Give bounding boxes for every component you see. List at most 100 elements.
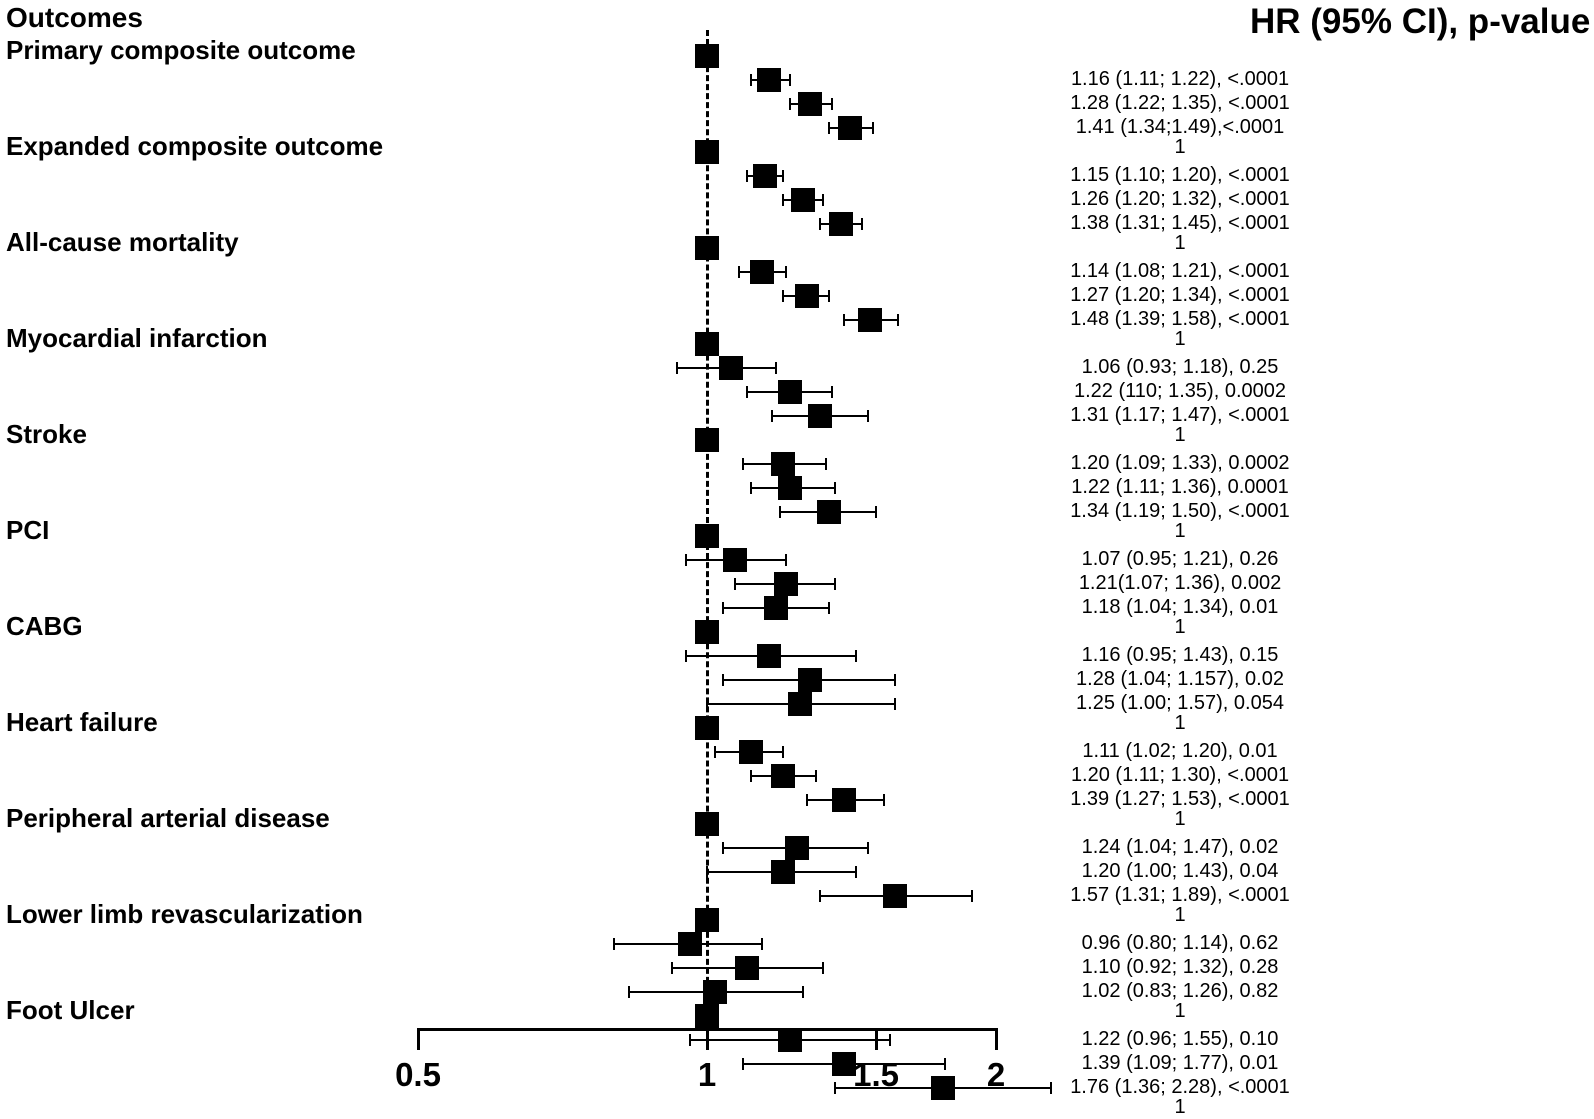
reference-text: 1 bbox=[1160, 1096, 1200, 1119]
stat-text: 1.14 (1.08; 1.21), <.0001 bbox=[1000, 260, 1360, 283]
outcome-label: Myocardial infarction bbox=[6, 323, 268, 354]
stat-text: 1.21(1.07; 1.36), 0.002 bbox=[1000, 572, 1360, 595]
ci-cap bbox=[706, 698, 708, 710]
ci-cap bbox=[785, 554, 787, 566]
ci-cap bbox=[782, 290, 784, 302]
ci-cap bbox=[750, 770, 752, 782]
reference-text: 1 bbox=[1160, 1000, 1200, 1023]
ci-cap bbox=[897, 314, 899, 326]
reference-marker bbox=[695, 140, 719, 164]
reference-text: 1 bbox=[1160, 520, 1200, 543]
point-estimate-marker bbox=[931, 1076, 955, 1100]
ci-cap bbox=[750, 482, 752, 494]
ci-cap bbox=[815, 770, 817, 782]
point-estimate-marker bbox=[723, 548, 747, 572]
ci-cap bbox=[831, 386, 833, 398]
outcome-label: CABG bbox=[6, 611, 83, 642]
point-estimate-marker bbox=[858, 308, 882, 332]
ci-cap bbox=[867, 410, 869, 422]
stat-text: 1.27 (1.20; 1.34), <.0001 bbox=[1000, 284, 1360, 307]
reference-text: 1 bbox=[1160, 232, 1200, 255]
ci-cap bbox=[742, 458, 744, 470]
x-tick bbox=[995, 1028, 998, 1050]
ci-cap bbox=[861, 218, 863, 230]
stat-text: 1.28 (1.22; 1.35), <.0001 bbox=[1000, 92, 1360, 115]
ci-cap bbox=[894, 698, 896, 710]
ci-cap bbox=[782, 746, 784, 758]
ci-cap bbox=[822, 194, 824, 206]
point-estimate-marker bbox=[778, 380, 802, 404]
ci-cap bbox=[746, 386, 748, 398]
ci-cap bbox=[822, 962, 824, 974]
ci-cap bbox=[613, 938, 615, 950]
reference-text: 1 bbox=[1160, 424, 1200, 447]
point-estimate-marker bbox=[798, 668, 822, 692]
point-estimate-marker bbox=[788, 692, 812, 716]
ci-cap bbox=[944, 1058, 946, 1070]
ci-cap bbox=[855, 650, 857, 662]
point-estimate-marker bbox=[808, 404, 832, 428]
ci-cap bbox=[831, 98, 833, 110]
point-estimate-marker bbox=[678, 932, 702, 956]
point-estimate-marker bbox=[798, 92, 822, 116]
outcome-label: Heart failure bbox=[6, 707, 158, 738]
stat-text: 1.16 (1.11; 1.22), <.0001 bbox=[1000, 68, 1360, 91]
point-estimate-marker bbox=[829, 212, 853, 236]
point-estimate-marker bbox=[795, 284, 819, 308]
point-estimate-marker bbox=[883, 884, 907, 908]
ci-cap bbox=[782, 170, 784, 182]
ci-cap bbox=[706, 866, 708, 878]
stat-text: 0.96 (0.80; 1.14), 0.62 bbox=[1000, 932, 1360, 955]
x-tick bbox=[417, 1028, 420, 1050]
point-estimate-marker bbox=[739, 740, 763, 764]
stat-text: 1.20 (1.00; 1.43), 0.04 bbox=[1000, 860, 1360, 883]
reference-marker bbox=[695, 524, 719, 548]
point-estimate-marker bbox=[774, 572, 798, 596]
stat-text: 1.39 (1.09; 1.77), 0.01 bbox=[1000, 1052, 1360, 1075]
reference-text: 1 bbox=[1160, 328, 1200, 351]
reference-marker bbox=[695, 44, 719, 68]
point-estimate-marker bbox=[757, 68, 781, 92]
stat-text: 1.22 (1.11; 1.36), 0.0001 bbox=[1000, 476, 1360, 499]
outcome-label: Expanded composite outcome bbox=[6, 131, 383, 162]
ci-cap bbox=[828, 122, 830, 134]
x-tick-label: 1 bbox=[698, 1056, 716, 1094]
point-estimate-marker bbox=[771, 764, 795, 788]
ci-cap bbox=[734, 578, 736, 590]
ci-cap bbox=[750, 74, 752, 86]
reference-marker bbox=[695, 716, 719, 740]
stat-text: 1.22 (110; 1.35), 0.0002 bbox=[1000, 380, 1360, 403]
point-estimate-marker bbox=[817, 500, 841, 524]
reference-text: 1 bbox=[1160, 616, 1200, 639]
point-estimate-marker bbox=[832, 788, 856, 812]
ci-cap bbox=[867, 842, 869, 854]
ci-cap bbox=[828, 290, 830, 302]
stat-text: 1.10 (0.92; 1.32), 0.28 bbox=[1000, 956, 1360, 979]
stat-text: 1.16 (0.95; 1.43), 0.15 bbox=[1000, 644, 1360, 667]
ci-cap bbox=[843, 314, 845, 326]
stat-text: 1.11 (1.02; 1.20), 0.01 bbox=[1000, 740, 1360, 763]
ci-cap bbox=[828, 602, 830, 614]
ci-cap bbox=[785, 266, 787, 278]
ci-cap bbox=[883, 794, 885, 806]
point-estimate-marker bbox=[719, 356, 743, 380]
ci-cap bbox=[714, 746, 716, 758]
ci-cap bbox=[789, 74, 791, 86]
ci-cap bbox=[819, 218, 821, 230]
point-estimate-marker bbox=[753, 164, 777, 188]
ci-cap bbox=[722, 674, 724, 686]
stat-text: 1.28 (1.04; 1.157), 0.02 bbox=[1000, 668, 1360, 691]
ci-cap bbox=[685, 554, 687, 566]
point-estimate-marker bbox=[778, 476, 802, 500]
outcome-label: Stroke bbox=[6, 419, 87, 450]
ci-cap bbox=[825, 458, 827, 470]
outcome-label: Peripheral arterial disease bbox=[6, 803, 330, 834]
ci-cap bbox=[834, 1082, 836, 1094]
ci-cap bbox=[789, 98, 791, 110]
ci-cap bbox=[779, 506, 781, 518]
ci-cap bbox=[738, 266, 740, 278]
outcome-label: Primary composite outcome bbox=[6, 35, 356, 66]
point-estimate-marker bbox=[703, 980, 727, 1004]
reference-marker bbox=[695, 236, 719, 260]
ci-cap bbox=[875, 506, 877, 518]
